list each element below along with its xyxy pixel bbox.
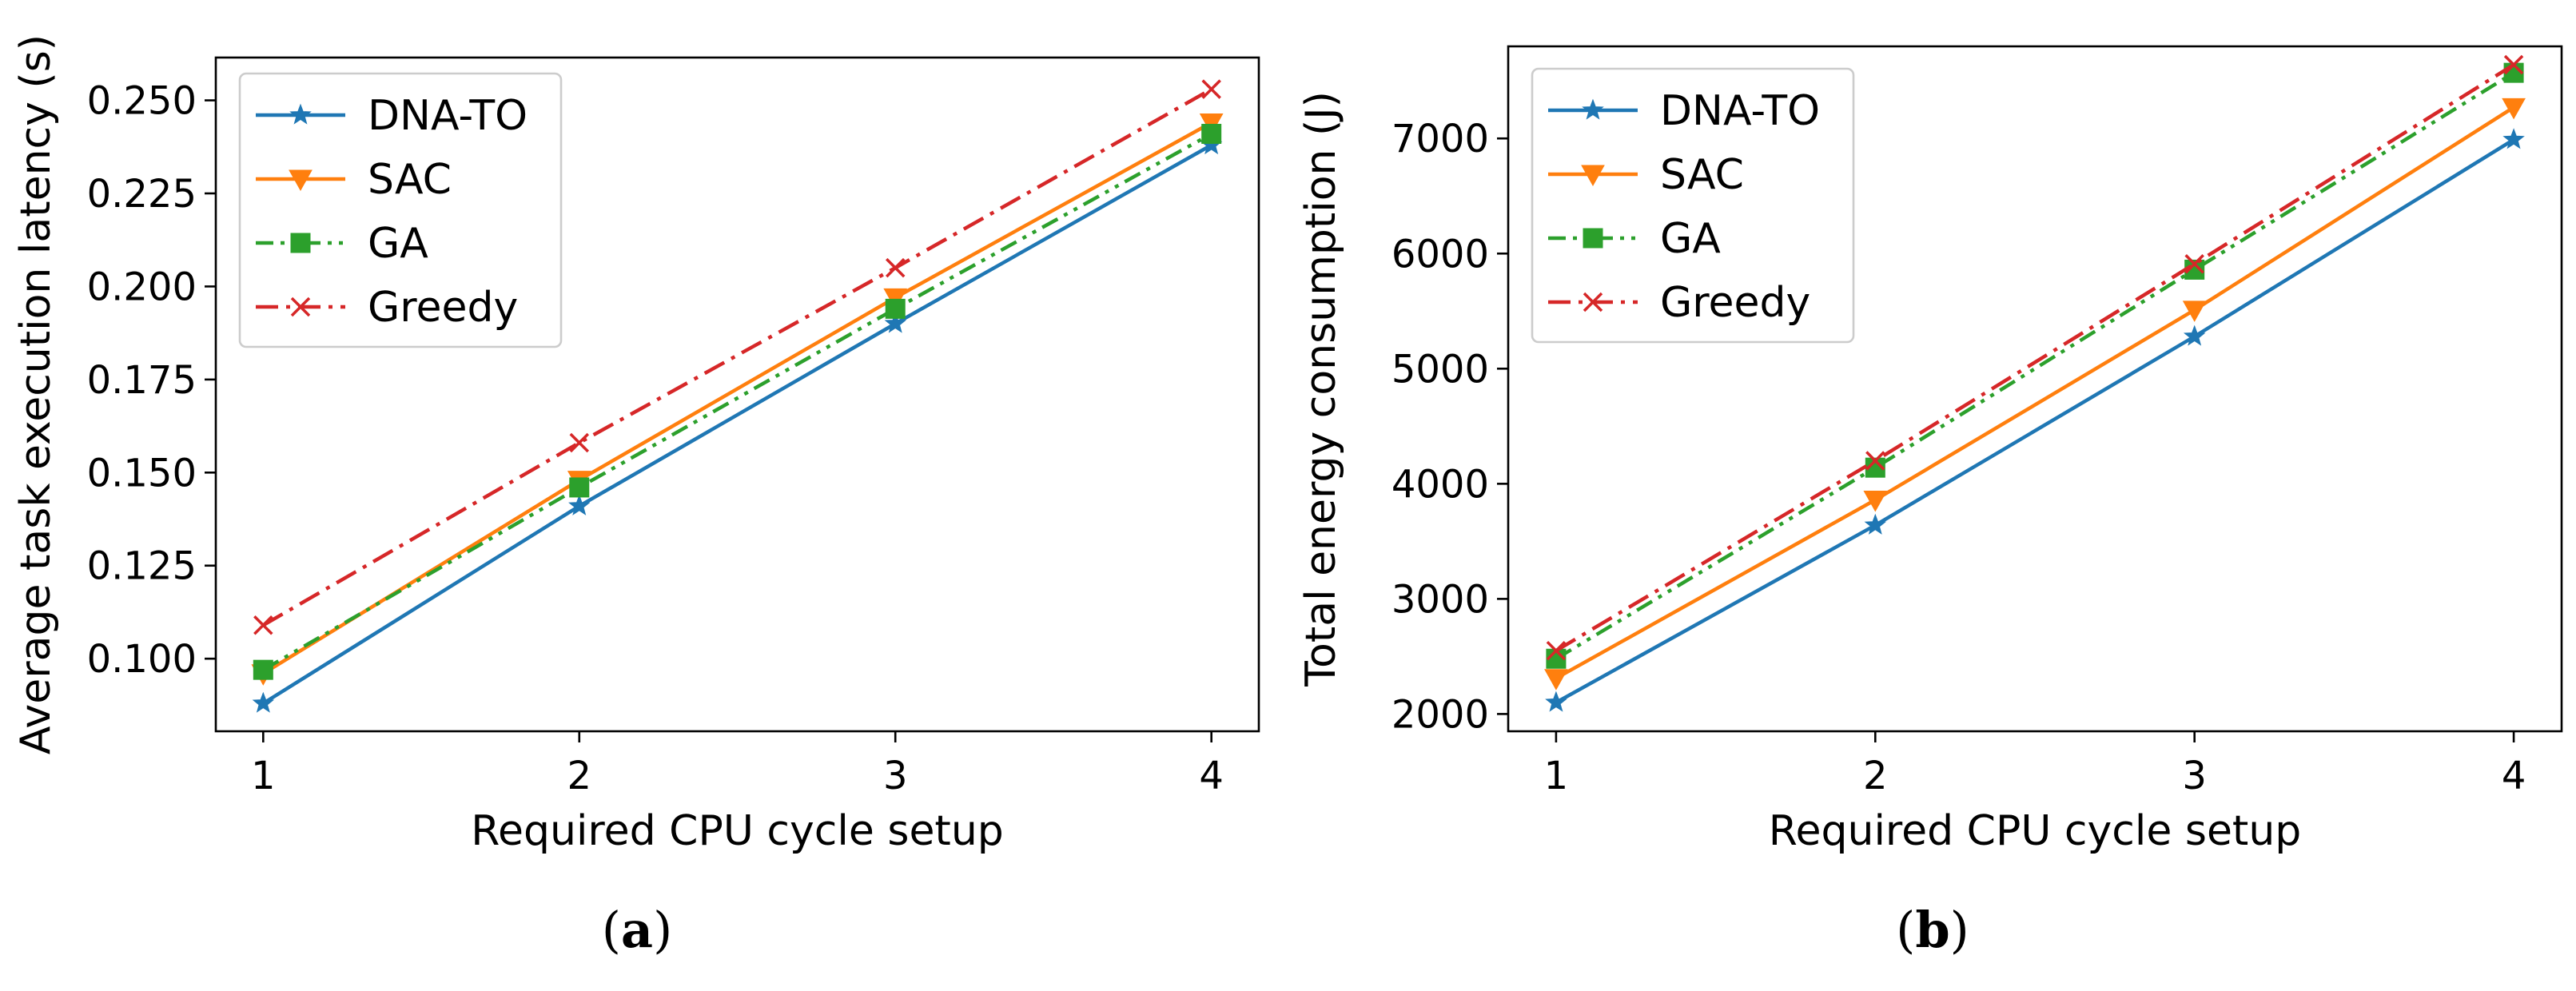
legend-marker-dna-to xyxy=(1582,98,1604,120)
legend-marker-ga xyxy=(1583,228,1603,249)
data-point-dna-to xyxy=(252,691,275,713)
caption-close-paren: ) xyxy=(1950,901,1969,959)
chart-a: 1 2 3 4 0.100 0.125 0.150 0.175 0.200 0.225 0.250 R… xyxy=(12,34,1260,959)
data-point-sac xyxy=(1863,490,1888,512)
data-point-ga xyxy=(569,477,590,498)
series-line-dna-to xyxy=(262,143,1212,706)
y-tick-label: 0.100 xyxy=(87,637,197,682)
legend-label-sac: SAC xyxy=(368,156,452,204)
caption-open-paren: ( xyxy=(602,901,621,959)
legend-label-dna-to: DNA-TO xyxy=(368,92,528,140)
y-tick-label: 0.150 xyxy=(87,451,197,496)
legend-label-dna-to: DNA-TO xyxy=(1660,87,1820,135)
legend: DNA-TO SAC GA Greedy xyxy=(238,72,563,348)
legend-label-greedy: Greedy xyxy=(368,284,518,332)
x-tick-label: 3 xyxy=(883,754,908,798)
data-point-sac xyxy=(2502,98,2526,120)
series-line-sac xyxy=(262,121,1212,675)
panel-caption: (a) xyxy=(602,901,673,959)
y-axis-title: Total energy consumption (J) xyxy=(1297,91,1345,687)
x-tick-label: 4 xyxy=(1199,754,1224,798)
data-point-greedy xyxy=(1865,451,1885,471)
panel-caption: (b) xyxy=(1896,901,1969,959)
legend-label-ga: GA xyxy=(1660,215,1721,263)
data-point-greedy xyxy=(1201,79,1221,99)
data-point-sac xyxy=(2182,300,2207,322)
data-point-dna-to xyxy=(1864,513,1887,535)
caption-letter: a xyxy=(621,901,653,959)
y-tick-label: 0.175 xyxy=(87,358,197,403)
legend-marker-dna-to xyxy=(289,103,312,125)
legend: DNA-TO SAC GA Greedy xyxy=(1531,67,1855,344)
y-tick-label: 0.200 xyxy=(87,265,197,309)
legend-label-sac: SAC xyxy=(1660,151,1744,199)
y-tick-label: 2000 xyxy=(1392,692,1489,737)
legend-marker-sac xyxy=(1581,165,1605,187)
x-tick-label: 1 xyxy=(251,754,276,798)
data-point-dna-to xyxy=(1545,691,1567,712)
x-tick-label: 2 xyxy=(567,754,591,798)
caption-open-paren: ( xyxy=(1896,901,1915,959)
data-point-sac xyxy=(1544,669,1568,691)
data-point-dna-to xyxy=(884,312,906,333)
plot-area xyxy=(214,56,1260,733)
x-axis-title: Required CPU cycle setup xyxy=(471,807,1004,855)
y-tick-label: 4000 xyxy=(1392,462,1489,507)
legend-label-greedy: Greedy xyxy=(1660,279,1810,327)
y-tick-label: 0.250 xyxy=(87,79,197,124)
data-point-ga xyxy=(885,298,906,319)
data-point-greedy xyxy=(885,257,906,278)
series-line-greedy xyxy=(262,87,1212,627)
data-point-greedy xyxy=(253,615,273,635)
y-tick-label: 0.125 xyxy=(87,544,197,589)
legend-marker-ga xyxy=(290,233,311,253)
y-tick-label: 3000 xyxy=(1392,577,1489,622)
caption-close-paren: ) xyxy=(653,901,672,959)
y-axis-title: Average task execution latency (s) xyxy=(12,34,60,754)
series-line-sac xyxy=(1555,105,2515,680)
x-tick-label: 3 xyxy=(2182,754,2207,798)
data-point-dna-to xyxy=(568,494,591,515)
series-line-ga xyxy=(1555,71,2515,661)
data-point-ga xyxy=(253,659,273,680)
y-tick-label: 0.225 xyxy=(87,172,197,217)
series-line-dna-to xyxy=(1555,137,2515,704)
x-axis-title: Required CPU cycle setup xyxy=(1769,807,2302,855)
data-point-dna-to xyxy=(2183,324,2206,346)
legend-marker-greedy xyxy=(290,297,311,317)
data-point-greedy xyxy=(2184,253,2204,274)
series-line-ga xyxy=(262,132,1212,672)
legend-box xyxy=(238,72,563,348)
legend-box xyxy=(1531,67,1855,344)
data-point-ga xyxy=(1201,123,1222,144)
data-point-greedy xyxy=(1546,640,1567,661)
x-tick-label: 1 xyxy=(1544,754,1569,798)
data-point-greedy xyxy=(569,432,590,453)
x-tick-label: 2 xyxy=(1863,754,1888,798)
plot-area xyxy=(1507,45,2563,733)
legend-label-ga: GA xyxy=(368,220,428,268)
legend-marker-sac xyxy=(289,169,313,192)
y-tick-label: 6000 xyxy=(1392,232,1489,277)
data-point-greedy xyxy=(2503,54,2524,75)
y-tick-label: 7000 xyxy=(1392,117,1489,161)
y-tick-label: 5000 xyxy=(1392,347,1489,392)
x-tick-label: 4 xyxy=(2502,754,2526,798)
data-point-dna-to xyxy=(2502,128,2525,149)
caption-letter: b xyxy=(1915,901,1949,959)
series-line-greedy xyxy=(1555,63,2515,653)
legend-marker-greedy xyxy=(1583,292,1603,312)
chart-b: 1 2 3 4 2000 3000 4000 5000 6000 7000 Required CPU… xyxy=(1297,45,2563,959)
